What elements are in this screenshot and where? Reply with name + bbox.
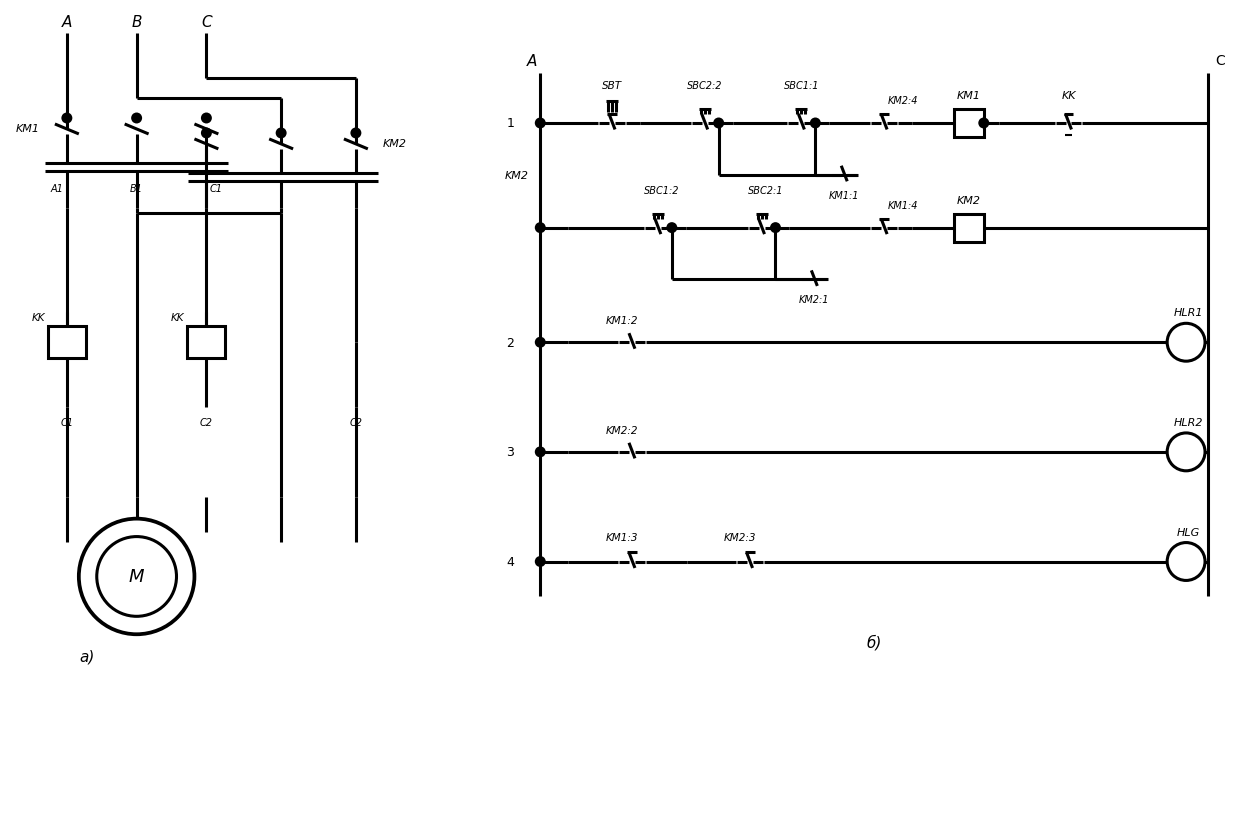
Text: KM2: KM2 [504,171,529,181]
Circle shape [201,113,212,124]
Bar [954,110,984,138]
Circle shape [350,128,361,139]
Circle shape [666,222,678,234]
Text: A1: A1 [51,184,63,194]
Text: B: B [132,15,141,30]
Text: б): б) [866,633,882,649]
Text: C: C [1215,54,1225,68]
Circle shape [535,447,546,458]
Circle shape [1167,324,1205,361]
Text: A: A [527,54,537,69]
Text: HLR2: HLR2 [1173,418,1203,428]
Text: KM2:3: KM2:3 [724,532,756,542]
Text: M: M [129,568,144,586]
Text: 2: 2 [506,337,514,349]
Circle shape [769,222,781,234]
Circle shape [978,118,989,129]
Text: KM2:2: KM2:2 [606,425,638,436]
Text: KK: KK [171,313,185,323]
Text: SBC1:2: SBC1:2 [644,185,680,195]
Circle shape [535,557,546,567]
Text: C2: C2 [200,418,213,428]
Circle shape [132,113,143,124]
Text: C1: C1 [61,418,73,428]
Text: KM1: KM1 [16,124,40,134]
Circle shape [535,118,546,129]
Text: 1: 1 [506,117,514,131]
Text: SBT: SBT [602,81,622,91]
Bar [187,327,226,359]
Text: KM2:4: KM2:4 [889,96,918,106]
Text: SBC1:1: SBC1:1 [783,81,819,91]
Text: KM2: KM2 [957,195,980,205]
Text: KM1: KM1 [957,91,980,101]
Text: A: A [62,15,72,30]
Text: KM2:1: KM2:1 [799,295,829,305]
Circle shape [810,118,820,129]
Circle shape [1167,433,1205,471]
Text: a): a) [79,649,94,664]
Text: 4: 4 [506,555,514,568]
Text: HLR1: HLR1 [1173,308,1203,318]
Bar [48,327,86,359]
Text: KM1:1: KM1:1 [829,190,860,200]
Text: C2: C2 [350,418,362,428]
Text: KM1:4: KM1:4 [889,200,918,210]
Circle shape [61,113,72,124]
Text: KK: KK [1061,91,1076,101]
Circle shape [79,519,195,634]
Text: B1: B1 [130,184,143,194]
Circle shape [276,128,287,139]
Text: SBC2:2: SBC2:2 [688,81,722,91]
Text: KM1:3: KM1:3 [606,532,638,542]
Text: C1: C1 [210,184,223,194]
Text: 3: 3 [506,446,514,459]
Text: SBC2:1: SBC2:1 [748,185,783,195]
Bar [954,214,984,242]
Circle shape [97,537,176,617]
Text: KM1:2: KM1:2 [606,316,638,326]
Circle shape [1167,543,1205,581]
Circle shape [535,337,546,348]
Text: KK: KK [31,313,45,323]
Text: C: C [201,15,212,30]
Circle shape [201,128,212,139]
Circle shape [714,118,725,129]
Text: HLG: HLG [1176,527,1200,537]
Text: KM2: KM2 [382,139,407,149]
Circle shape [535,222,546,234]
